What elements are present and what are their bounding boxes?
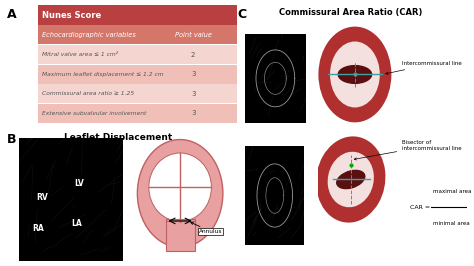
Text: C: C [237,8,246,21]
Text: Commissural area ratio ≥ 1.25: Commissural area ratio ≥ 1.25 [42,91,134,96]
Ellipse shape [336,170,365,189]
FancyBboxPatch shape [165,219,195,251]
Text: 3: 3 [191,110,195,116]
Text: B: B [7,133,17,146]
Text: Mitral valve area ≤ 1 cm²: Mitral valve area ≤ 1 cm² [42,52,118,57]
FancyBboxPatch shape [245,34,306,123]
Text: Echocardiographic variables: Echocardiographic variables [42,32,136,38]
FancyBboxPatch shape [38,84,237,103]
Text: 2: 2 [191,52,195,58]
Text: LA: LA [71,219,82,228]
Text: Intercommissural line: Intercommissural line [386,61,462,74]
Text: LV: LV [74,179,84,188]
Ellipse shape [319,27,392,122]
Ellipse shape [316,136,385,223]
FancyBboxPatch shape [38,45,237,64]
FancyBboxPatch shape [245,146,304,245]
Text: 3: 3 [191,71,195,77]
Ellipse shape [137,140,223,247]
FancyBboxPatch shape [38,65,237,84]
Text: CAR =: CAR = [410,205,430,210]
Text: RV: RV [36,193,48,202]
Text: Leaflet Displacement: Leaflet Displacement [64,133,173,142]
Text: Annulus: Annulus [191,222,222,234]
Text: RA: RA [32,224,44,233]
Ellipse shape [328,152,374,207]
Text: 3: 3 [191,91,195,97]
Ellipse shape [337,65,373,84]
Text: A: A [7,8,17,21]
Text: Point value: Point value [175,32,212,38]
Text: maximal area: maximal area [433,189,471,194]
FancyBboxPatch shape [19,138,123,261]
FancyBboxPatch shape [38,104,237,123]
Text: minimal area: minimal area [433,221,470,226]
Text: Nunes Score: Nunes Score [42,11,101,20]
Text: Extensive subvalvular involvement: Extensive subvalvular involvement [42,111,146,116]
Text: Bisector of
intercommissural line: Bisector of intercommissural line [354,140,462,160]
Ellipse shape [330,41,380,107]
Text: Commissural Area Ratio (CAR): Commissural Area Ratio (CAR) [279,8,422,17]
FancyBboxPatch shape [38,25,237,44]
Ellipse shape [149,153,211,222]
FancyBboxPatch shape [38,5,237,25]
Text: Maximum leaflet displacement ≤ 1.2 cm: Maximum leaflet displacement ≤ 1.2 cm [42,72,164,77]
